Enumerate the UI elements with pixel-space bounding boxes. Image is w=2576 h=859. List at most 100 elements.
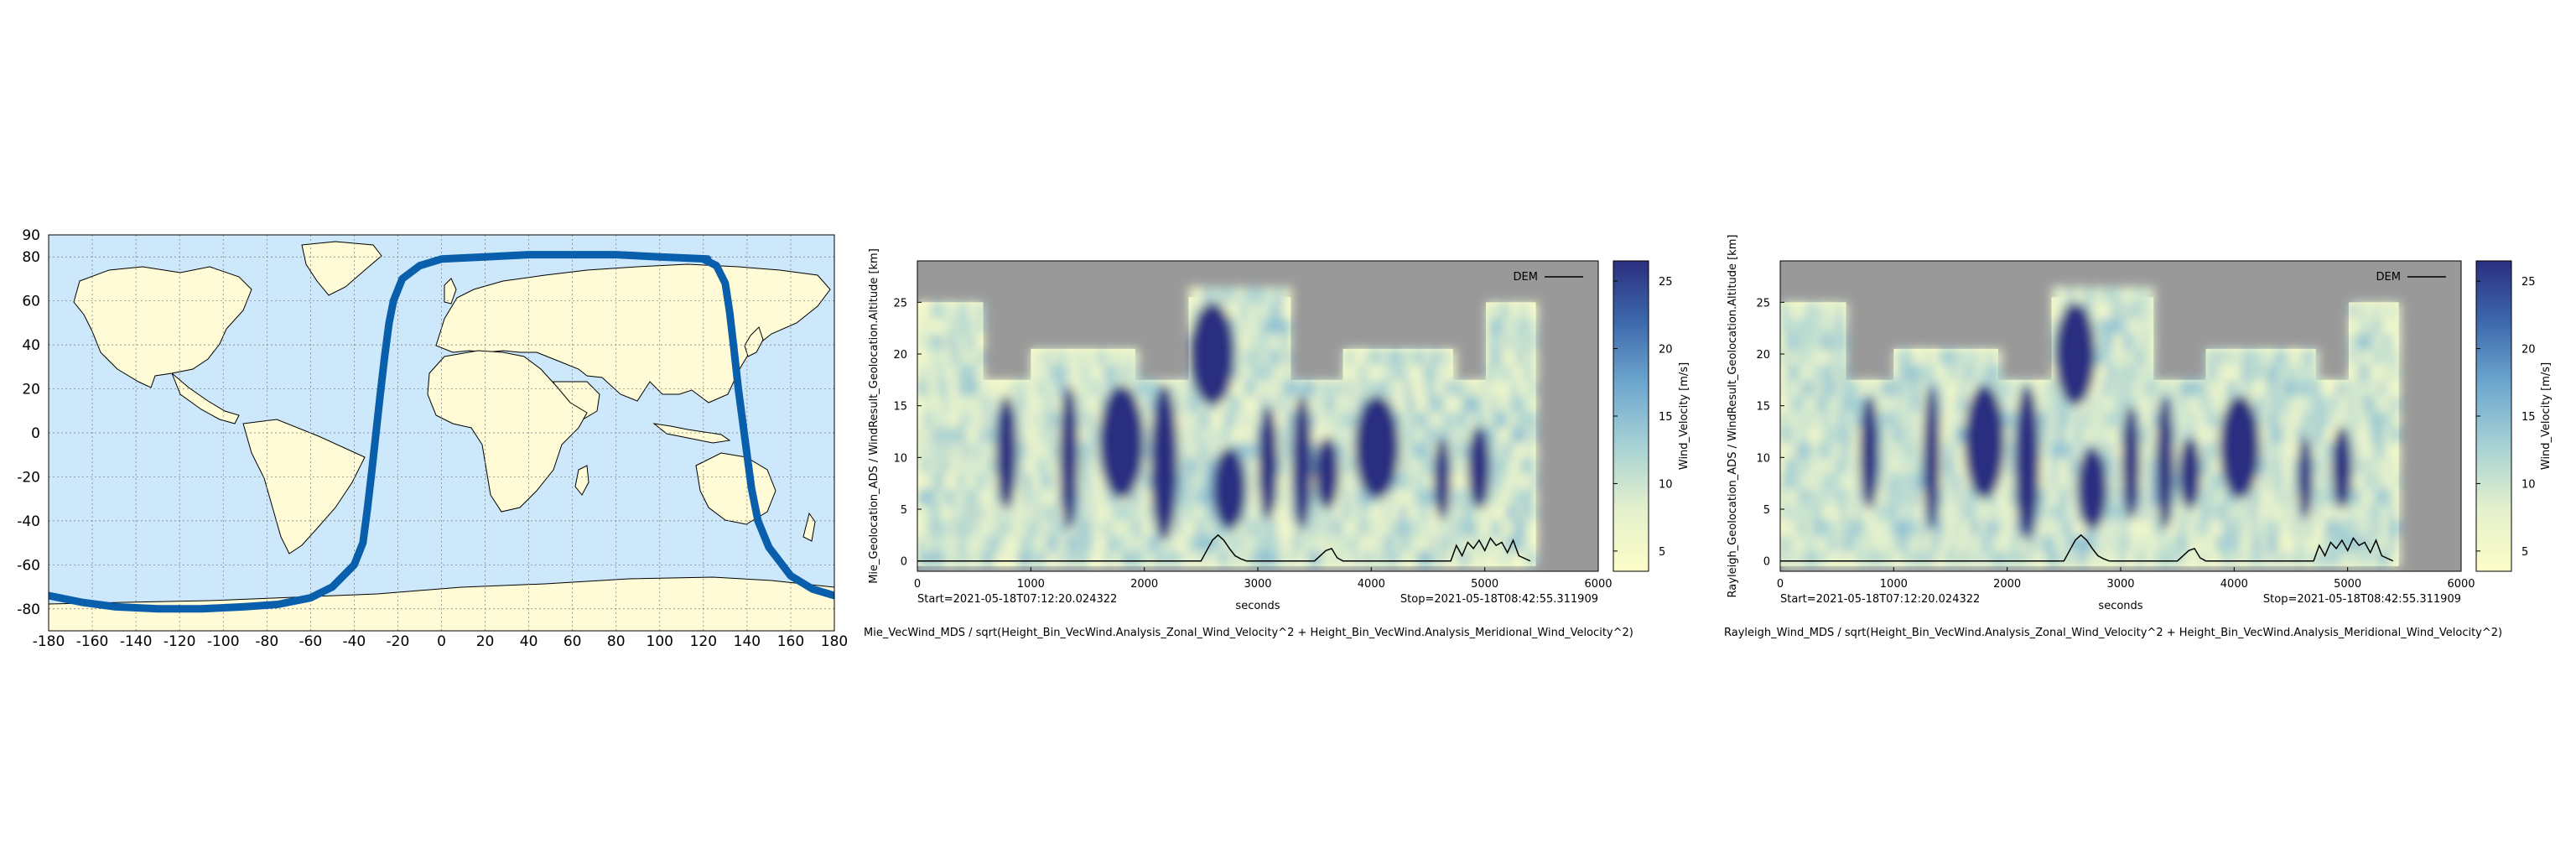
mie-strong-wind-zone <box>1433 436 1452 520</box>
satellite-track <box>49 251 834 613</box>
mie-legend: DEM <box>1514 271 1583 284</box>
map-y-tick-label: -60 <box>17 557 40 574</box>
map-land <box>49 241 834 631</box>
rayleigh-strong-wind-zone <box>2155 395 2174 530</box>
mie-strong-wind-zone <box>1258 405 1279 520</box>
rayleigh-y-tick-label: 5 <box>1763 504 1770 517</box>
mie-bottom-caption: Mie_VecWind_MDS / sqrt(Height_Bin_VecWin… <box>864 627 1633 639</box>
rayleigh-x-tick-labels: 0 1000 2000 3000 4000 5000 6000 <box>1777 567 2475 591</box>
map-x-tick-label: 160 <box>777 633 804 650</box>
mie-strong-wind-zone <box>1291 395 1312 530</box>
rayleigh-strong-wind-zone <box>2219 395 2261 499</box>
map-x-tick-label: 60 <box>564 633 582 650</box>
rayleigh-start-label: Start=2021-05-18T07:12:20.024322 <box>1780 593 1980 606</box>
mie-strong-wind-zone <box>1467 426 1491 509</box>
rayleigh-colorbar-tick-labels: 5 10 15 20 25 <box>2476 276 2536 559</box>
map-x-tick-label: 180 <box>821 633 848 650</box>
map-y-tick-label: 90 <box>22 227 40 244</box>
rayleigh-strong-wind-zone <box>2076 447 2108 530</box>
mie-colorbar-label: Wind_Velocity [m/s] <box>1678 362 1690 470</box>
rayleigh-y-axis-label: Rayleigh_Geolocation_ADS / WindResult_Ge… <box>1727 235 1739 598</box>
mie-x-tick-label: 3000 <box>1244 578 1271 591</box>
mie-wind-texture <box>917 286 1538 567</box>
mie-dem-line <box>917 534 1531 562</box>
mie-y-tick-label: 15 <box>893 401 907 414</box>
mie-y-tick-labels: 0 5 10 15 20 25 <box>893 297 922 569</box>
mie-y-tick-label: 20 <box>893 349 907 362</box>
mie-y-tick-label: 5 <box>901 504 907 517</box>
rayleigh-colorbar-tick-label: 15 <box>2521 411 2536 424</box>
mie-panel: 0 1000 2000 3000 4000 5000 6000 0 5 10 15 20 25 DEM… <box>864 248 1690 639</box>
continent-south-america <box>242 419 366 554</box>
rayleigh-strong-wind-zone <box>2054 302 2096 406</box>
map-x-tick-label: -180 <box>33 633 65 650</box>
map-x-tick-label: 40 <box>520 633 538 650</box>
mie-strong-wind-zone <box>1150 385 1179 540</box>
rayleigh-legend: DEM <box>2376 271 2446 284</box>
mie-x-axis-label: seconds <box>1235 600 1280 612</box>
mie-strong-wind-zone <box>1314 436 1340 509</box>
rayleigh-colorbar-tick-label: 20 <box>2521 344 2536 357</box>
rayleigh-strong-wind-zone <box>2179 436 2201 509</box>
rayleigh-y-tick-label: 0 <box>1763 556 1770 569</box>
continent-north-america <box>73 266 252 388</box>
map-x-tick-label: 140 <box>734 633 761 650</box>
mie-y-tick-label: 0 <box>901 556 907 569</box>
continent-eurasia <box>435 263 831 403</box>
mie-stop-label: Stop=2021-05-18T08:42:55.311909 <box>1400 593 1598 606</box>
rayleigh-y-tick-label: 25 <box>1756 297 1770 310</box>
mie-legend-label: DEM <box>1514 271 1538 284</box>
rayleigh-wind-texture <box>1780 286 2401 567</box>
island-uk <box>444 278 457 305</box>
rayleigh-y-tick-label: 10 <box>1756 452 1770 465</box>
continent-central-america <box>171 372 240 424</box>
map-y-tick-label: 20 <box>22 382 40 398</box>
rayleigh-dem-curve <box>1780 534 2394 562</box>
rayleigh-strong-wind-zone <box>1923 384 1941 530</box>
mie-strong-wind-zone <box>1059 384 1079 530</box>
rayleigh-y-tick-labels: 0 5 10 15 20 25 <box>1756 297 1784 569</box>
mie-colorbar-tick-label: 15 <box>1659 411 1673 424</box>
island-newzealand <box>802 512 816 542</box>
mie-colorbar: 5 10 15 20 25 Wind_Velocity [m/s] <box>1613 260 1690 572</box>
rayleigh-x-tick-label: 5000 <box>2334 578 2361 591</box>
mie-strong-wind-zone <box>1212 447 1247 530</box>
map-x-tick-label: 120 <box>690 633 717 650</box>
rayleigh-strong-wind-zone <box>2014 385 2040 540</box>
rayleigh-strong-wind-zone <box>2122 405 2141 520</box>
mie-x-tick-label: 4000 <box>1358 578 1385 591</box>
mie-x-tick-label: 2000 <box>1130 578 1158 591</box>
map-y-tick-label: -20 <box>17 469 40 486</box>
rayleigh-colorbar-tick-label: 10 <box>2521 478 2536 491</box>
rayleigh-stop-label: Stop=2021-05-18T08:42:55.311909 <box>2263 593 2461 606</box>
rayleigh-x-tick-label: 6000 <box>2447 578 2475 591</box>
map-x-tick-label: -60 <box>299 633 322 650</box>
map-y-tick-label: -40 <box>17 513 40 530</box>
mie-x-tick-label: 0 <box>914 578 921 591</box>
map-x-tick-label: -40 <box>342 633 366 650</box>
map-y-tick-label: 80 <box>22 249 40 266</box>
rayleigh-colorbar-label: Wind_Velocity [m/s] <box>2540 362 2553 470</box>
rayleigh-dem-line <box>1780 534 2394 562</box>
rayleigh-strong-wind-zone <box>2297 436 2314 520</box>
map-x-tick-label: -160 <box>76 633 109 650</box>
map-x-tick-label: 0 <box>437 633 446 650</box>
mie-y-axis-label: Mie_Geolocation_ADS / WindResult_Geoloca… <box>868 248 880 584</box>
rayleigh-colorbar-tick-label: 5 <box>2521 546 2528 559</box>
rayleigh-x-tick-label: 4000 <box>2220 578 2248 591</box>
rayleigh-y-tick-label: 15 <box>1756 401 1770 414</box>
continent-madagascar <box>574 465 589 496</box>
map-y-tick-label: 60 <box>22 294 40 310</box>
mie-y-tick-label: 25 <box>893 297 907 310</box>
map-y-tick-label: 0 <box>31 425 40 442</box>
mie-x-tick-label: 6000 <box>1584 578 1612 591</box>
rayleigh-colorbar-gradient <box>2475 260 2512 572</box>
mie-strong-wind-zone <box>1098 384 1145 499</box>
mie-colorbar-tick-label: 25 <box>1659 276 1673 289</box>
mie-strong-wind-zone <box>995 395 1018 509</box>
map-x-tick-label: -20 <box>387 633 410 650</box>
rayleigh-wind-field <box>1780 286 2401 567</box>
island-japan <box>744 326 764 357</box>
rayleigh-strong-wind-zone <box>2331 426 2353 509</box>
